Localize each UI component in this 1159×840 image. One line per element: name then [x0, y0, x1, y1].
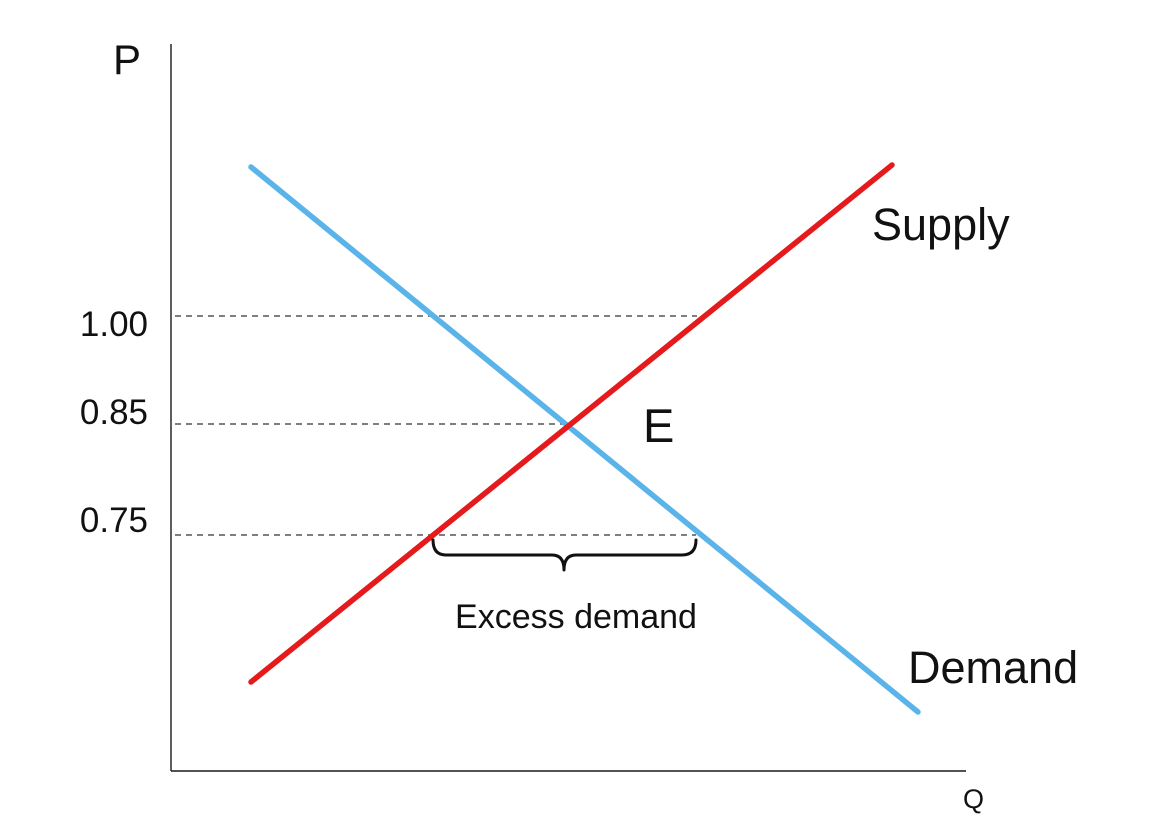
supply-label: Supply — [872, 199, 1010, 250]
supply-curve — [248, 162, 895, 685]
price-tick-label-1-00: 1.00 — [80, 305, 148, 344]
y-axis-label: P — [113, 36, 141, 83]
excess-demand-brace — [431, 538, 698, 572]
price-tick-label-0-75: 0.75 — [80, 501, 148, 540]
demand-curve — [248, 164, 921, 715]
demand-label: Demand — [908, 642, 1078, 693]
price-tick-label-0-85: 0.85 — [80, 393, 148, 432]
equilibrium-label: E — [643, 399, 674, 452]
x-axis-label: Q — [963, 784, 984, 814]
excess-demand-label: Excess demand — [455, 598, 697, 636]
